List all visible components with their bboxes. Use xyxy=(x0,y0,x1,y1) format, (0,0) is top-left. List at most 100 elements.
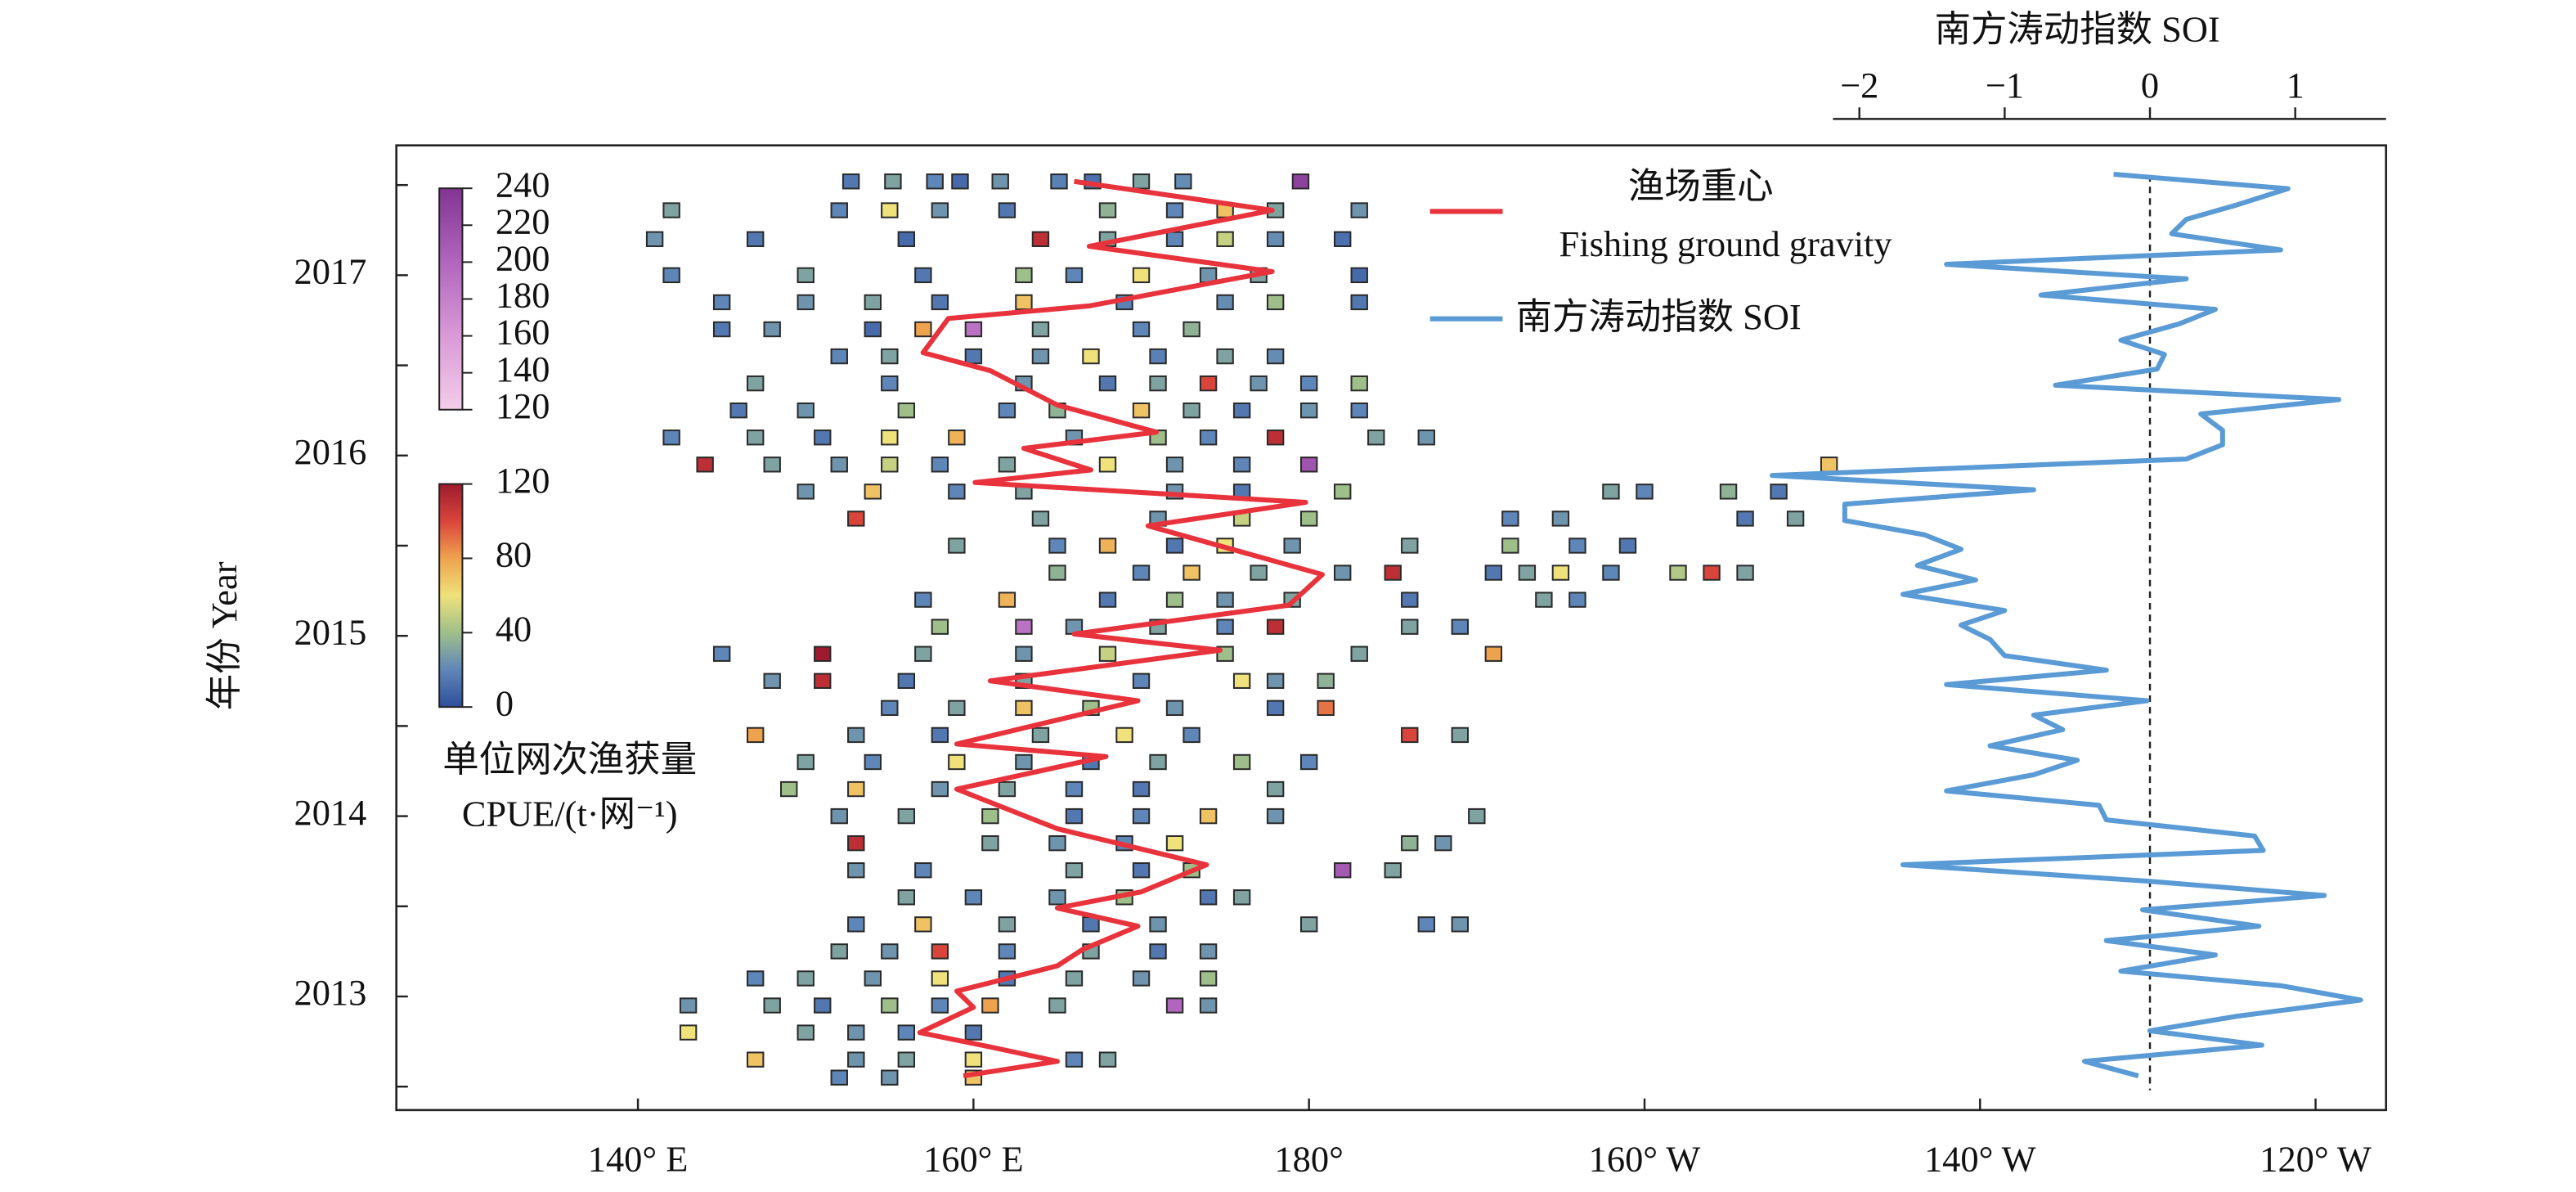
grid-cell xyxy=(1334,484,1352,500)
grid-cell xyxy=(847,1051,865,1068)
grid-cell xyxy=(881,997,899,1014)
grid-cell xyxy=(1250,565,1268,581)
grid-cell xyxy=(1669,565,1687,581)
grid-cell xyxy=(1266,430,1285,446)
grid-cell xyxy=(1115,726,1133,744)
x2-tick-label: 0 xyxy=(2141,65,2159,106)
grid-cell xyxy=(1098,538,1117,554)
x-tick-label: 160° W xyxy=(1589,1139,1701,1180)
grid-cell xyxy=(1149,375,1167,392)
x2-tick-label: −2 xyxy=(1840,65,1878,106)
grid-cell xyxy=(746,231,765,247)
grid-cell xyxy=(1266,699,1285,717)
soi-line xyxy=(1769,171,2363,1078)
grid-cell xyxy=(1149,348,1167,365)
grid-cell xyxy=(1250,375,1268,392)
grid-cell xyxy=(1266,618,1285,635)
grid-cell xyxy=(1232,753,1251,771)
grid-cell xyxy=(830,807,848,825)
grid-cell xyxy=(1719,484,1738,500)
grid-cell xyxy=(1216,294,1234,311)
gravity-line xyxy=(917,178,1326,1079)
grid-cell xyxy=(645,231,664,247)
grid-cell xyxy=(1174,173,1192,190)
grid-cell xyxy=(1636,484,1654,500)
grid-cell xyxy=(847,1024,865,1041)
grid-cell xyxy=(998,202,1016,218)
grid-cell xyxy=(881,202,899,218)
grid-cell xyxy=(847,780,865,798)
grid-cell xyxy=(679,1024,698,1041)
grid-cell xyxy=(1098,645,1117,662)
grid-cell xyxy=(897,1024,916,1041)
grid-cell xyxy=(998,402,1016,419)
grid-cell xyxy=(1350,645,1368,662)
grid-cell xyxy=(1384,862,1402,879)
grid-cell xyxy=(931,457,949,473)
grid-cell xyxy=(1149,753,1167,771)
grid-cell xyxy=(746,375,765,392)
grid-cell xyxy=(998,916,1016,933)
grid-cell xyxy=(1065,807,1084,825)
colorbar-tick-label: 240 xyxy=(496,164,550,205)
grid-cell xyxy=(1350,375,1368,392)
grid-cell xyxy=(1602,484,1620,500)
grid-cell xyxy=(1299,375,1318,392)
grid-cell xyxy=(1350,402,1368,419)
legend-label: Fishing ground gravity xyxy=(1560,223,1893,264)
grid-cell xyxy=(662,202,680,218)
grid-cell xyxy=(1132,565,1151,581)
grid-cell xyxy=(1015,294,1033,311)
grid-cell xyxy=(897,807,916,825)
y-tick-label: 2016 xyxy=(294,431,367,472)
grid-cell xyxy=(1199,430,1218,446)
x2-tick-label: −1 xyxy=(1986,65,2024,106)
grid-cell xyxy=(964,1051,983,1068)
grid-cell xyxy=(931,618,949,635)
grid-cell xyxy=(1820,457,1838,473)
grid-cell xyxy=(914,592,932,608)
colorbar-tick-label: 120 xyxy=(496,460,550,501)
grid-cell xyxy=(1015,699,1033,717)
grid-cell xyxy=(897,402,916,419)
colorbar-tick-label: 140 xyxy=(496,349,550,389)
grid-cell xyxy=(1299,753,1318,771)
grid-cell xyxy=(797,484,815,500)
grid-cell xyxy=(1451,726,1470,744)
grid-cell xyxy=(814,997,832,1014)
x-tick-label: 160° E xyxy=(923,1139,1024,1180)
grid-cell xyxy=(763,457,781,473)
plot-frame xyxy=(395,144,2388,1112)
grid-cell xyxy=(1183,402,1200,419)
grid-cell xyxy=(1165,457,1184,473)
grid-cell xyxy=(1149,916,1167,933)
grid-cell xyxy=(662,267,680,284)
grid-cell xyxy=(1149,943,1167,960)
grid-cell xyxy=(926,173,944,190)
grid-cell xyxy=(1199,807,1218,825)
grid-cell xyxy=(897,889,916,906)
grid-cell xyxy=(1048,834,1066,852)
grid-cell xyxy=(847,511,865,527)
grid-cell xyxy=(1551,565,1570,581)
grid-cell xyxy=(1050,173,1068,190)
colorbar-tick-label: 160 xyxy=(496,312,550,353)
grid-cell xyxy=(964,889,983,906)
grid-cell xyxy=(1048,889,1066,906)
grid-cell xyxy=(814,672,832,689)
grid-cell xyxy=(1334,231,1352,247)
colorbar-unit: CPUE/(t·网⁻¹) xyxy=(462,794,678,834)
grid-cell xyxy=(1468,807,1486,825)
grid-cell xyxy=(1132,862,1151,879)
grid-cell xyxy=(881,375,899,392)
grid-cell xyxy=(1518,565,1537,581)
grid-cell xyxy=(864,294,882,311)
grid-cell xyxy=(1299,457,1318,473)
grid-cell xyxy=(1401,618,1419,635)
grid-cell xyxy=(847,916,865,933)
grid-cell xyxy=(1266,231,1285,247)
grid-cell xyxy=(948,538,966,554)
grid-cell xyxy=(948,753,966,771)
grid-cell xyxy=(931,943,949,960)
grid-cell xyxy=(951,173,969,190)
